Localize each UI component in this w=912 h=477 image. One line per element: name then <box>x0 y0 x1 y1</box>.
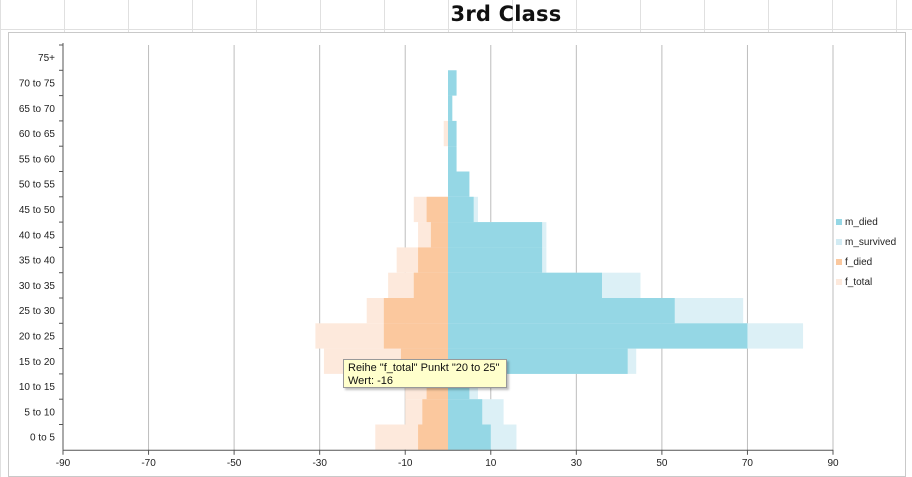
tooltip-series-point: Reihe "f_total" Punkt "20 to 25" <box>348 362 500 374</box>
legend-item-f_died[interactable]: f_died <box>836 252 912 272</box>
x-tick-label: -50 <box>227 458 242 469</box>
bar-m_died-55-to-60[interactable] <box>448 146 457 172</box>
y-tick-label: 0 to 5 <box>30 433 55 444</box>
bar-m_died-45-to-50[interactable] <box>448 196 474 223</box>
x-tick-label: -70 <box>141 458 156 469</box>
bar-f_died-20-to-25[interactable] <box>383 323 448 349</box>
y-tick-label: 35 to 40 <box>19 256 56 267</box>
y-tick-label: 75+ <box>38 53 55 64</box>
legend-swatch <box>836 279 842 285</box>
chart-title: 3rd Class <box>450 2 562 26</box>
x-tick-label: -10 <box>398 458 413 469</box>
x-tick-label: 10 <box>485 458 497 469</box>
y-tick-label: 25 to 30 <box>19 306 56 317</box>
legend-label: f_total <box>845 276 873 288</box>
bar-m_died-70-to-75[interactable] <box>448 70 457 96</box>
legend-label: m_survived <box>845 236 897 248</box>
y-tick-label: 45 to 50 <box>19 205 56 216</box>
legend-label: m_died <box>845 216 878 228</box>
legend-swatch <box>836 259 842 265</box>
data-point-tooltip: Reihe "f_total" Punkt "20 to 25" Wert: -… <box>343 359 507 388</box>
y-tick-label: 20 to 25 <box>19 331 56 342</box>
x-tick-label: 30 <box>571 458 583 469</box>
legend-item-m_survived[interactable]: m_survived <box>836 232 912 252</box>
bar-f_died-45-to-50[interactable] <box>426 196 448 223</box>
legend: m_died m_survived f_died f_total <box>836 212 912 292</box>
bar-f_died-0-to-5[interactable] <box>418 424 448 450</box>
bar-m_died-50-to-55[interactable] <box>448 171 470 197</box>
legend-item-f_total[interactable]: f_total <box>836 272 912 292</box>
y-tick-label: 65 to 70 <box>19 104 56 115</box>
bar-m_died-40-to-45[interactable] <box>448 222 543 248</box>
bar-f_died-30-to-35[interactable] <box>413 272 448 298</box>
bar-m_died-30-to-35[interactable] <box>448 272 602 298</box>
x-tick-label: 50 <box>656 458 668 469</box>
y-tick-label: 50 to 55 <box>19 180 56 191</box>
legend-item-m_died[interactable]: m_died <box>836 212 912 232</box>
legend-swatch <box>836 219 842 225</box>
bar-m_died-25-to-30[interactable] <box>448 298 675 324</box>
tooltip-value: Wert: -16 <box>348 375 394 387</box>
bar-m_died-65-to-70[interactable] <box>448 95 453 121</box>
y-tick-label: 40 to 45 <box>19 230 56 241</box>
y-tick-label: 5 to 10 <box>24 407 55 418</box>
legend-swatch <box>836 239 842 245</box>
bar-f_died-5-to-10[interactable] <box>422 399 448 425</box>
bar-m_died-5-to-10[interactable] <box>448 399 483 425</box>
bar-m_died-0-to-5[interactable] <box>448 424 491 450</box>
y-tick-label: 60 to 65 <box>19 129 56 140</box>
y-tick-label: 10 to 15 <box>19 382 56 393</box>
y-tick-label: 15 to 20 <box>19 357 56 368</box>
y-tick-label: 55 to 60 <box>19 154 56 165</box>
bar-m_died-60-to-65[interactable] <box>448 120 457 147</box>
y-tick-label: 70 to 75 <box>19 78 56 89</box>
bar-m_died-35-to-40[interactable] <box>448 247 543 273</box>
x-tick-label: 70 <box>742 458 754 469</box>
y-tick-label: 30 to 35 <box>19 281 56 292</box>
bar-m_died-20-to-25[interactable] <box>448 323 748 349</box>
x-tick-label: -30 <box>312 458 327 469</box>
x-tick-label: -90 <box>56 458 71 469</box>
bar-f_died-35-to-40[interactable] <box>418 247 448 273</box>
x-tick-label: 90 <box>827 458 839 469</box>
legend-label: f_died <box>845 256 873 268</box>
bar-f_died-40-to-45[interactable] <box>430 222 448 248</box>
bar-f_total-60-to-65[interactable] <box>443 120 448 147</box>
bar-f_died-25-to-30[interactable] <box>383 298 448 324</box>
